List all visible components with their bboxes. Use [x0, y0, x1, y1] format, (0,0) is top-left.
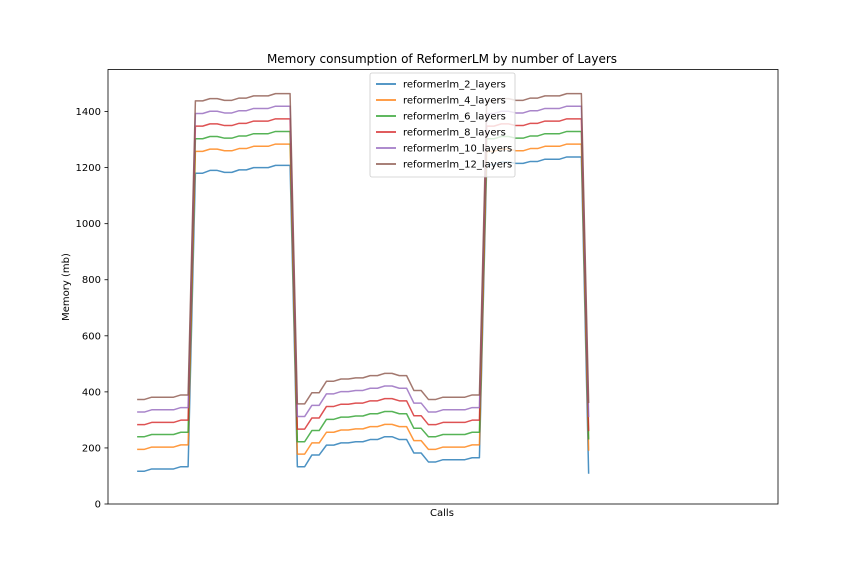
legend-label: reformerlm_8_layers: [403, 128, 506, 139]
y-axis: 0 200 400 600 800 1000 1200 1400: [76, 107, 108, 511]
legend-label: reformerlm_12_layers: [403, 160, 512, 171]
series-line-reformerlm_4_layers: [137, 143, 590, 455]
series-line-reformerlm_6_layers: [137, 130, 590, 443]
legend-label: reformerlm_2_layers: [403, 80, 506, 91]
series-line-reformerlm_10_layers: [137, 105, 590, 418]
y-tick-label: 800: [82, 275, 101, 286]
legend-box: [369, 72, 516, 178]
plot-frame: [107, 69, 779, 505]
legend-label: reformerlm_6_layers: [403, 112, 506, 123]
y-tick-label: 600: [82, 331, 101, 342]
y-tick-label: 0: [95, 500, 101, 511]
series-line-reformerlm_8_layers: [137, 118, 590, 432]
series-layer: [137, 92, 590, 474]
legend: reformerlm_2_layers reformerlm_4_layersre…: [369, 72, 516, 178]
series-line-reformerlm_2_layers: [137, 156, 590, 474]
y-tick-label: 1200: [76, 163, 101, 174]
series-line-reformerlm_12_layers: [137, 92, 590, 405]
y-tick-label: 1400: [76, 107, 101, 118]
y-axis-label: Memory (mb): [61, 253, 72, 321]
legend-label: reformerlm_4_layers: [403, 96, 506, 107]
y-tick-label: 1000: [76, 219, 101, 230]
y-tick-label: 200: [82, 443, 101, 454]
chart-title: Memory consumption of ReformerLM by numb…: [267, 52, 617, 66]
y-tick-label: 400: [82, 387, 101, 398]
x-axis-label: Calls: [430, 508, 454, 519]
legend-label: reformerlm_10_layers: [403, 144, 512, 155]
